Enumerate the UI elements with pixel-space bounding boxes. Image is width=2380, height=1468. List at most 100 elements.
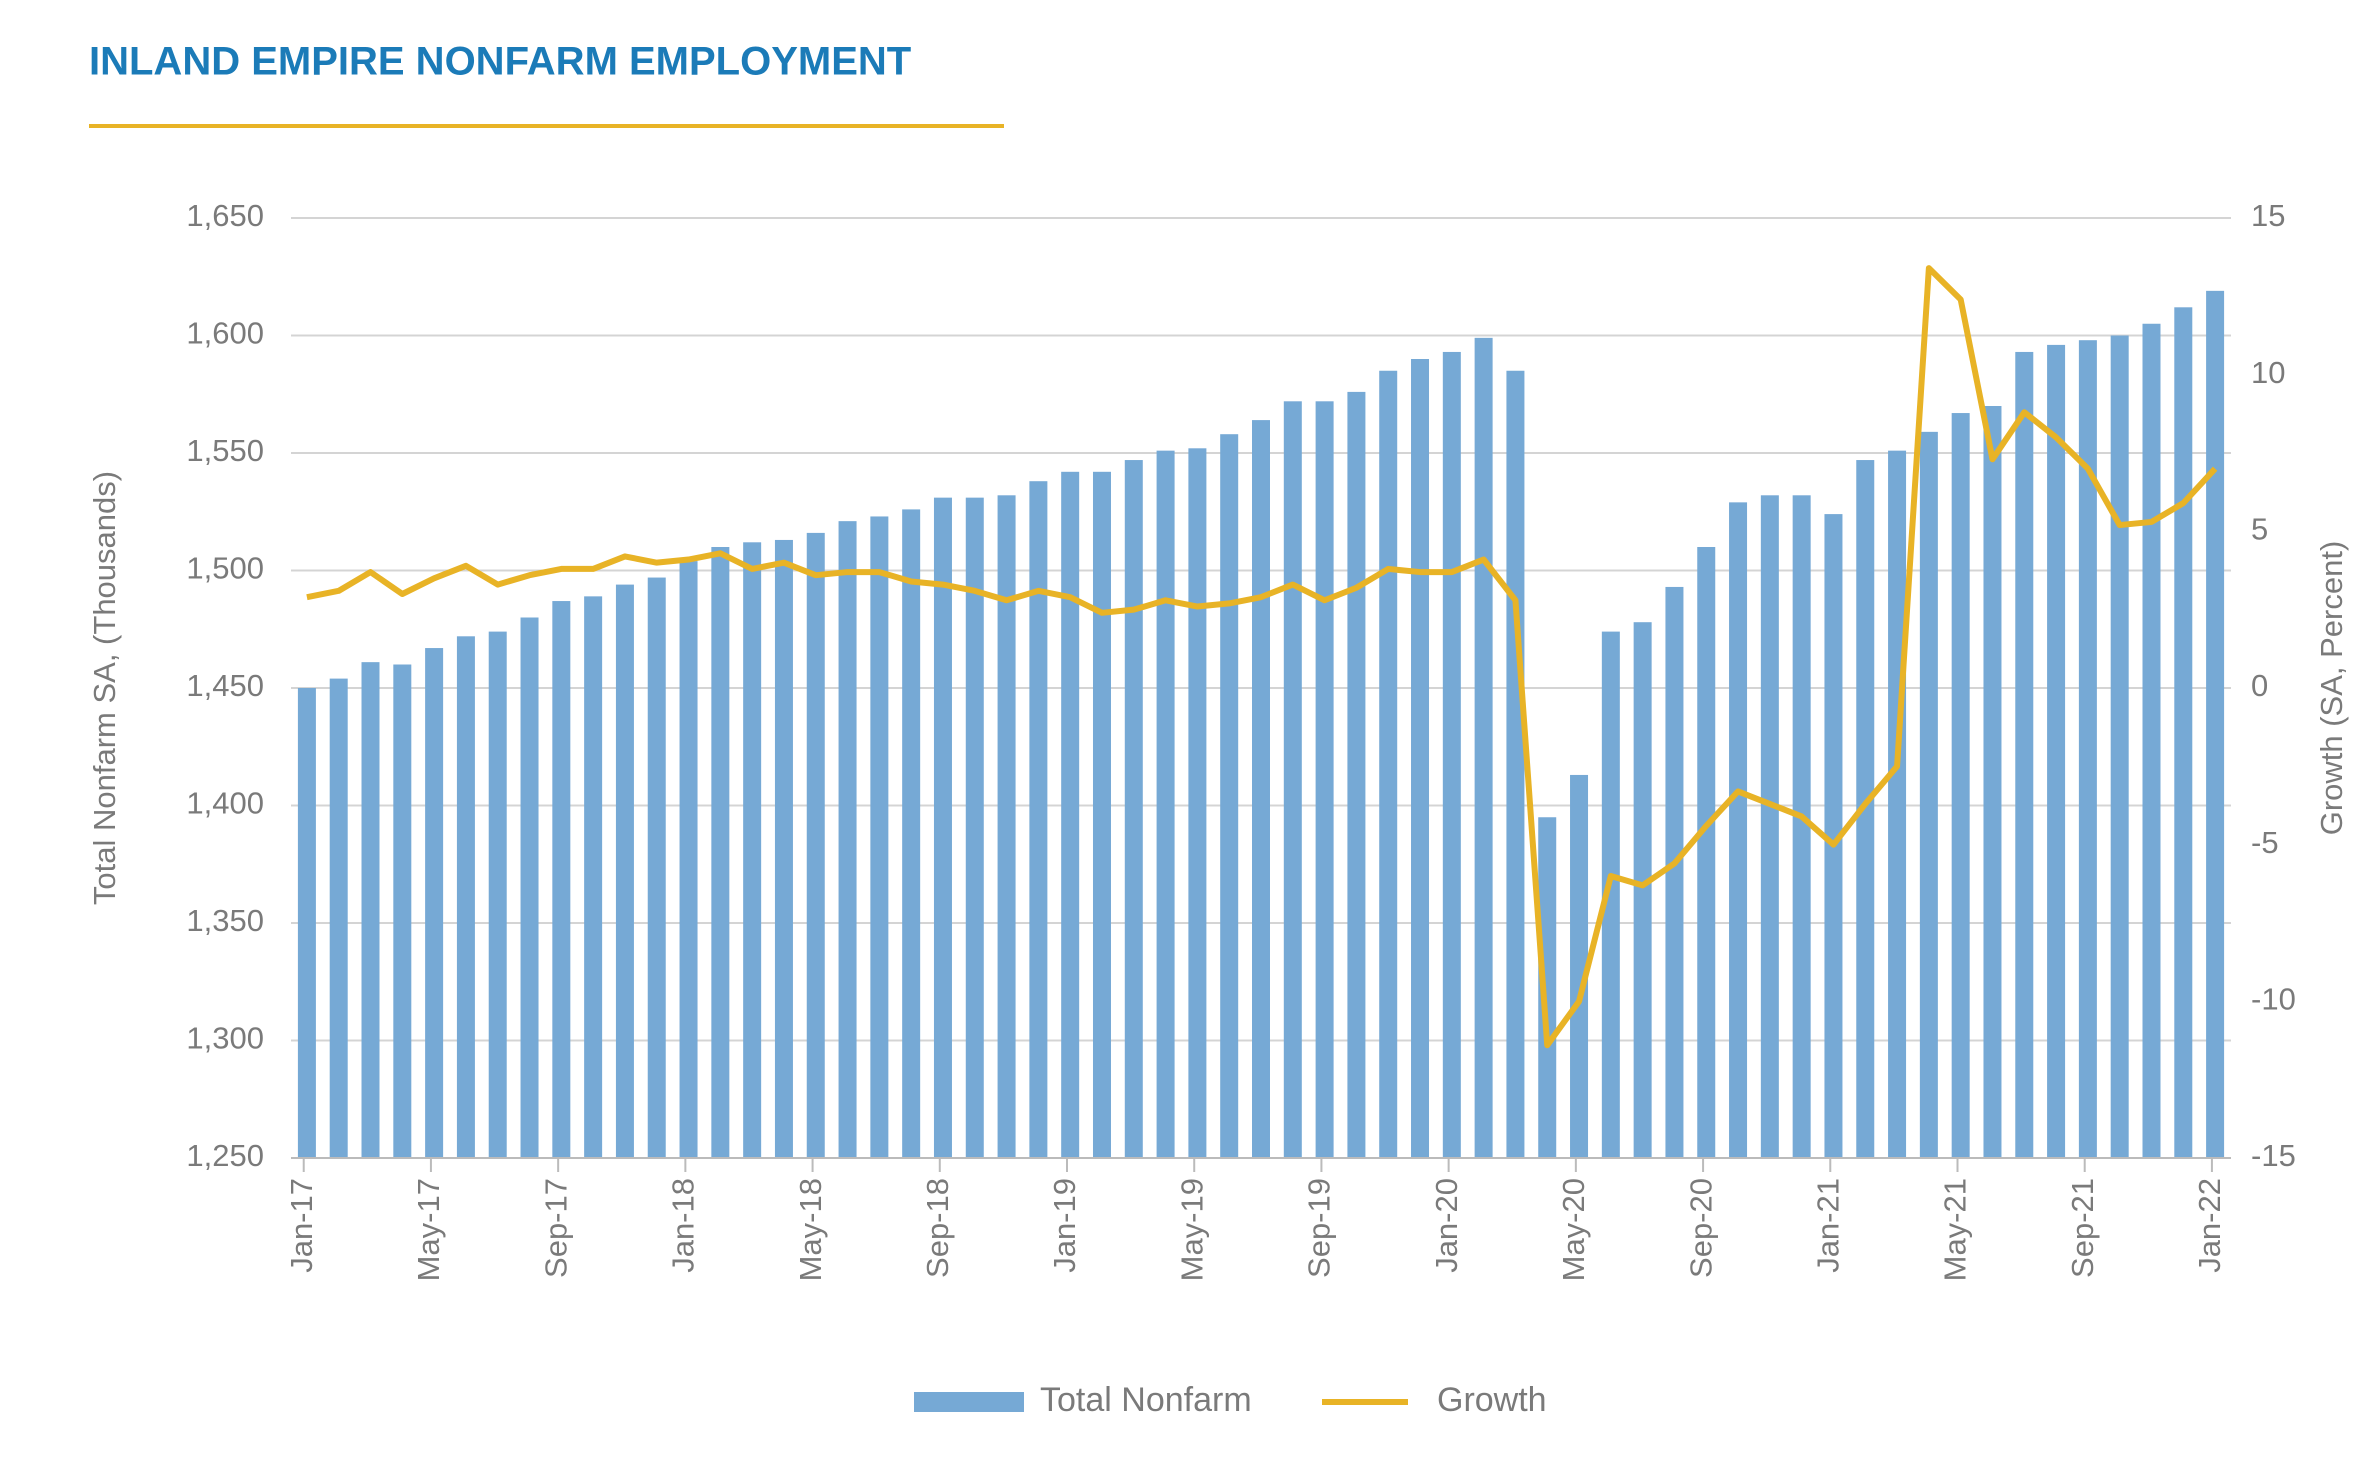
bar — [1538, 817, 1557, 1158]
y-tick-label: 1,300 — [186, 1021, 264, 1056]
x-tick-label: Jan-19 — [1047, 1178, 1082, 1273]
bar — [1665, 586, 1684, 1158]
bar — [1570, 774, 1589, 1158]
bar — [647, 577, 666, 1158]
bar — [2078, 340, 2097, 1158]
bar — [1983, 406, 2002, 1158]
y-tick-label: 1,500 — [186, 551, 264, 586]
bar — [1729, 502, 1748, 1159]
bar — [1092, 471, 1111, 1158]
bar — [1061, 471, 1080, 1158]
bar — [1919, 431, 1938, 1159]
bar — [1156, 450, 1175, 1158]
bar — [933, 497, 952, 1158]
bar — [2142, 323, 2161, 1158]
bar — [488, 631, 507, 1158]
y2-tick-label: 15 — [2251, 198, 2285, 233]
bar — [1951, 413, 1970, 1158]
bar — [774, 539, 793, 1158]
y-tick-label: 1,450 — [186, 668, 264, 703]
legend-swatch — [914, 1392, 1024, 1412]
y2-tick-label: -15 — [2251, 1138, 2296, 1173]
bar — [329, 678, 348, 1158]
bar — [615, 584, 634, 1158]
growth-line — [306, 265, 2218, 1049]
bar — [870, 516, 889, 1158]
bar — [1029, 481, 1048, 1158]
bar — [838, 521, 857, 1158]
bar — [2015, 351, 2034, 1158]
bar — [361, 662, 380, 1158]
bar — [679, 561, 698, 1158]
y2-axis-title: Growth (SA, Percent) — [2314, 541, 2349, 836]
x-tick-label: Jan-17 — [284, 1178, 319, 1273]
x-tick-label: May-21 — [1938, 1178, 1973, 1281]
bar — [806, 532, 825, 1158]
bar — [1601, 631, 1620, 1158]
x-tick-label: Jan-20 — [1429, 1178, 1464, 1273]
y-tick-label: 1,650 — [186, 198, 264, 233]
x-tick-label: Sep-21 — [2065, 1178, 2100, 1278]
x-tick-label: Sep-17 — [538, 1178, 573, 1278]
y-tick-label: 1,350 — [186, 903, 264, 938]
bar — [1633, 622, 1652, 1158]
x-tick-label: Jan-22 — [2192, 1178, 2227, 1273]
y-tick-label: 1,600 — [186, 316, 264, 351]
y2-tick-label: -10 — [2251, 982, 2296, 1017]
bar — [2174, 307, 2193, 1158]
bar — [711, 547, 730, 1158]
bar — [1856, 460, 1875, 1158]
bar — [1888, 450, 1907, 1158]
bar — [393, 664, 412, 1158]
y2-tick-label: 5 — [2251, 512, 2268, 547]
bar — [1252, 420, 1270, 1159]
x-tick-label: May-20 — [1556, 1178, 1591, 1281]
bar — [1188, 448, 1207, 1158]
y-tick-label: 1,250 — [186, 1138, 264, 1173]
bar — [1283, 401, 1302, 1158]
bar — [1697, 547, 1716, 1158]
bar — [456, 636, 475, 1158]
x-tick-label: Sep-20 — [1683, 1178, 1718, 1278]
bar — [584, 596, 603, 1158]
bar — [1792, 495, 1811, 1158]
bar — [297, 688, 316, 1158]
bar — [2110, 335, 2129, 1158]
bar — [1379, 370, 1398, 1158]
x-tick-label: Jan-21 — [1810, 1178, 1845, 1273]
y-axis-title: Total Nonfarm SA, (Thousands) — [87, 471, 122, 905]
bar — [1315, 401, 1334, 1158]
y2-tick-label: 0 — [2251, 668, 2268, 703]
bar — [1760, 495, 1779, 1158]
x-tick-label: Sep-18 — [920, 1178, 955, 1278]
bar — [1220, 434, 1239, 1158]
bar — [2047, 344, 2066, 1158]
bar — [1824, 514, 1843, 1158]
y-tick-label: 1,550 — [186, 433, 264, 468]
bar — [902, 509, 921, 1158]
bar — [1474, 337, 1493, 1159]
x-tick-label: May-18 — [793, 1178, 828, 1281]
bar — [1411, 359, 1430, 1158]
y2-tick-label: 10 — [2251, 355, 2285, 390]
x-tick-label: May-17 — [411, 1178, 446, 1281]
x-tick-label: Jan-18 — [666, 1178, 701, 1273]
y2-tick-label: -5 — [2251, 825, 2279, 860]
bar — [2206, 290, 2225, 1159]
bar — [552, 601, 571, 1158]
bar — [1124, 460, 1143, 1158]
bar — [1347, 391, 1366, 1158]
legend-label: Total Nonfarm — [1040, 1381, 1252, 1419]
bar — [997, 495, 1016, 1158]
bar — [425, 648, 444, 1158]
bar — [1442, 351, 1461, 1158]
chart-title: INLAND EMPIRE NONFARM EMPLOYMENT — [89, 40, 911, 84]
legend-label: Growth — [1437, 1381, 1547, 1419]
x-tick-label: Sep-19 — [1302, 1178, 1337, 1278]
bar — [965, 497, 984, 1158]
bar — [520, 617, 539, 1158]
bar — [1506, 370, 1525, 1158]
x-tick-label: May-19 — [1174, 1178, 1209, 1281]
y-tick-label: 1,400 — [186, 786, 264, 821]
